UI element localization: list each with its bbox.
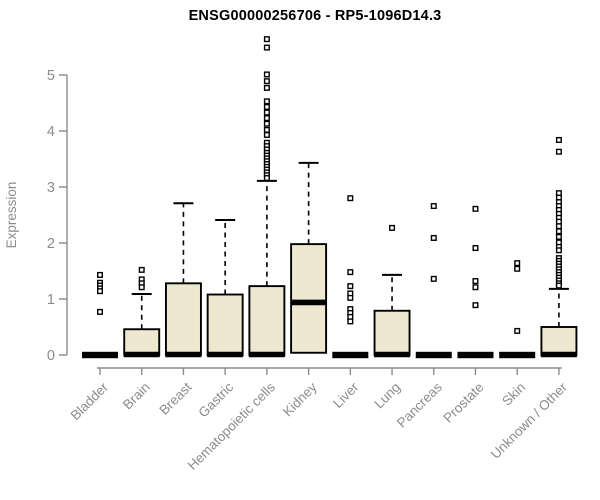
- outlier-point: [96, 288, 103, 295]
- outlier-point: [347, 283, 354, 290]
- outlier-point: [389, 224, 396, 231]
- x-tick-label: Gastric: [195, 379, 236, 420]
- outlier-point: [138, 284, 145, 291]
- y-axis-title: Expression: [4, 182, 19, 249]
- outlier-point: [263, 103, 270, 110]
- y-tick-label: 3: [47, 180, 55, 196]
- outlier-point: [96, 308, 103, 315]
- outlier-point: [514, 265, 521, 272]
- x-tick-label: Skin: [499, 380, 528, 409]
- y-tick-label: 0: [47, 348, 55, 364]
- outlier-point: [263, 115, 270, 122]
- x-tick-label: Liver: [330, 379, 362, 411]
- box-11: [540, 326, 578, 356]
- outlier-point: [555, 247, 562, 254]
- outlier-point: [514, 327, 521, 334]
- outlier-point: [472, 278, 479, 285]
- y-tick-label: 2: [47, 236, 55, 252]
- outlier-point: [555, 223, 562, 230]
- flat-box-6: [332, 351, 369, 359]
- outlier-point: [263, 131, 270, 138]
- x-tick-label: Breast: [156, 379, 194, 417]
- y-tick-label: 5: [47, 68, 55, 84]
- flat-box-8: [415, 351, 452, 359]
- outlier-point: [96, 271, 103, 278]
- outlier-point: [263, 71, 270, 78]
- x-tick-label: Pancreas: [394, 379, 445, 430]
- outlier-point: [347, 294, 354, 301]
- outlier-point: [472, 205, 479, 212]
- outlier-point: [263, 78, 270, 85]
- chart-title: ENSG00000256706 - RP5-1096D14.3: [188, 8, 442, 24]
- outlier-point: [138, 266, 145, 273]
- x-tick-label: Brain: [120, 380, 153, 413]
- outlier-point: [472, 245, 479, 252]
- outlier-point: [514, 260, 521, 267]
- box-3: [206, 293, 244, 356]
- outlier-point: [263, 44, 270, 51]
- box-4: [248, 285, 286, 356]
- flat-box-10: [499, 351, 536, 359]
- outlier-point: [430, 275, 437, 282]
- x-tick-label: Kidney: [280, 379, 320, 419]
- outlier-point: [555, 136, 562, 143]
- outlier-point: [263, 109, 270, 116]
- flat-box-0: [82, 351, 118, 359]
- x-tick-label: Prostate: [440, 380, 486, 426]
- x-tick-label: Unknown / Other: [488, 379, 571, 462]
- outlier-point: [555, 148, 562, 155]
- box-7: [373, 309, 411, 356]
- flat-box-9: [457, 351, 494, 359]
- outlier-point: [263, 98, 270, 105]
- outlier-point: [555, 228, 562, 235]
- outlier-point: [263, 36, 270, 43]
- box-1: [123, 328, 161, 356]
- outlier-point: [472, 302, 479, 309]
- outlier-point: [555, 282, 562, 289]
- outlier-point: [263, 84, 270, 91]
- outlier-point: [430, 234, 437, 241]
- x-tick-label: Lung: [371, 380, 403, 412]
- outlier-point: [555, 233, 562, 240]
- outlier-point: [347, 318, 354, 325]
- outlier-point: [263, 126, 270, 133]
- outlier-point: [263, 120, 270, 127]
- box-2: [164, 282, 202, 356]
- outlier-point: [263, 175, 270, 182]
- outlier-point: [347, 195, 354, 202]
- outlier-point: [430, 203, 437, 210]
- outlier-point: [347, 269, 354, 276]
- y-tick-label: 4: [47, 124, 55, 140]
- x-tick-label: Bladder: [68, 379, 112, 423]
- y-tick-label: 1: [47, 292, 55, 308]
- box-5: [290, 243, 328, 354]
- outlier-point: [472, 284, 479, 291]
